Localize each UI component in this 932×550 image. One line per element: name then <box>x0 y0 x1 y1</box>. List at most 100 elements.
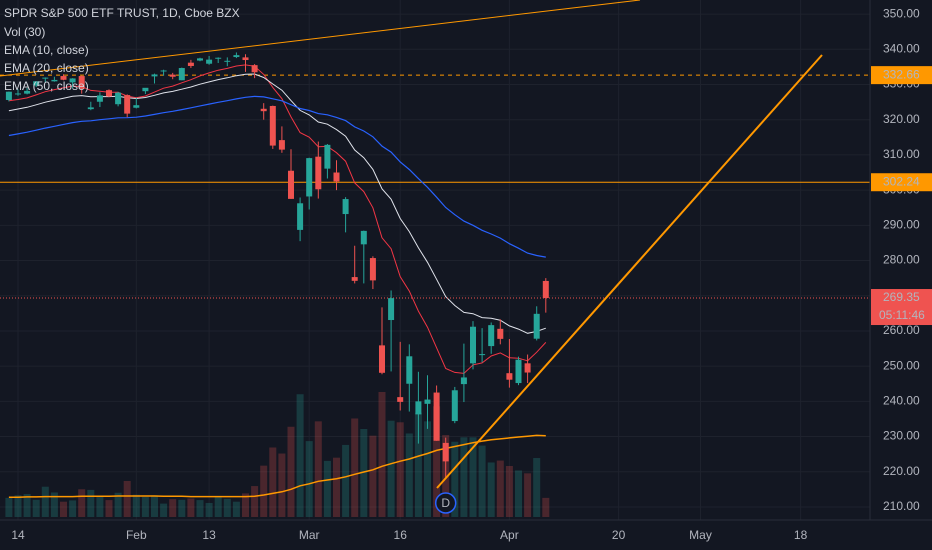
x-tick-label: Mar <box>299 528 320 542</box>
volume-bar <box>278 453 286 517</box>
volume-bar <box>50 492 58 517</box>
legend: SPDR S&P 500 ETF TRUST, 1D, Cboe BZX Vol… <box>4 6 240 93</box>
x-tick-label: 14 <box>11 528 25 542</box>
price-level-box <box>871 66 932 85</box>
volume-bar <box>187 498 195 517</box>
volume-bar <box>496 460 504 517</box>
candle-body <box>315 156 322 190</box>
volume-bar <box>160 503 168 517</box>
volume-bar <box>433 406 441 517</box>
candle-body <box>242 57 249 61</box>
symbol-title: SPDR S&P 500 ETF TRUST, 1D, Cboe BZX <box>4 6 240 20</box>
volume-bar <box>269 447 277 517</box>
candle-body <box>515 359 522 384</box>
volume-bar <box>132 494 140 517</box>
volume-bar <box>287 426 295 517</box>
y-tick-label: 350.00 <box>883 6 920 20</box>
price-level-box <box>871 173 932 192</box>
candle-body <box>115 92 122 105</box>
candle-body <box>433 392 440 441</box>
volume-bar <box>114 492 122 517</box>
y-tick-label: 260.00 <box>883 323 920 337</box>
candle-body <box>133 105 140 108</box>
x-tick-label: Feb <box>126 528 147 542</box>
last-price-label: 269.35 <box>883 290 920 304</box>
candle-body <box>187 62 194 66</box>
volume-bar <box>451 441 459 517</box>
candle-body <box>60 76 67 80</box>
y-tick-label: 210.00 <box>883 499 920 513</box>
volume-bar <box>5 497 13 517</box>
volume-bar <box>214 496 222 517</box>
volume-bar <box>460 437 468 517</box>
ema-legend: EMA (10, close) <box>4 43 89 57</box>
price-level-label: 332.66 <box>883 67 920 81</box>
trend-line <box>0 0 641 77</box>
candle-body <box>224 60 231 62</box>
candle-body <box>87 107 94 110</box>
candle-body <box>96 95 103 102</box>
volume-bar <box>505 465 513 517</box>
volume-bar <box>23 494 31 517</box>
candle-body <box>460 377 467 385</box>
trend-line <box>436 54 823 489</box>
volume-bar <box>14 495 22 517</box>
x-tick-label: May <box>689 528 712 542</box>
ema-legend: EMA (20, close) <box>4 61 89 75</box>
volume-bar <box>387 420 395 517</box>
candle-body <box>297 203 304 230</box>
ema-line <box>8 95 546 258</box>
candle-body <box>233 55 240 58</box>
candle-body <box>78 76 85 89</box>
y-tick-label: 320.00 <box>883 112 920 126</box>
candle-body <box>442 442 449 462</box>
candle-body <box>260 108 267 112</box>
candle-body <box>542 280 549 299</box>
volume-bar <box>333 457 340 517</box>
candle-body <box>151 74 158 77</box>
volume-bar <box>533 458 541 517</box>
volume-bar <box>378 392 386 517</box>
volume-bar <box>342 444 350 517</box>
candle-body <box>388 298 395 321</box>
candle-body <box>5 91 12 100</box>
volume-bar <box>96 496 104 517</box>
ema-line <box>8 64 547 374</box>
candle-body <box>24 90 31 94</box>
candle-body <box>324 144 331 169</box>
candle-body <box>497 328 504 339</box>
volume-bar <box>69 500 77 517</box>
volume-bar <box>323 460 331 517</box>
candle-body <box>288 170 294 199</box>
volume-bar <box>141 496 149 517</box>
volume-bar <box>405 433 413 517</box>
volume-bar <box>32 499 40 517</box>
grid <box>0 0 870 520</box>
candle-body <box>42 77 49 79</box>
volume-bar <box>151 495 158 517</box>
volume-bar <box>414 412 422 517</box>
ema-legend: EMA (50, close) <box>4 79 89 93</box>
x-tick-label: Apr <box>500 528 519 542</box>
candle-body <box>124 95 131 114</box>
candle-body <box>51 79 58 82</box>
x-tick-label: 18 <box>794 528 808 542</box>
volume-bar <box>169 499 177 517</box>
y-tick-label: 230.00 <box>883 429 920 443</box>
volume-bar <box>87 489 95 517</box>
volume-bar <box>178 499 186 517</box>
x-tick-label: 13 <box>202 528 216 542</box>
volume-bar <box>78 489 86 517</box>
volume-bar <box>205 502 213 517</box>
y-tick-label: 220.00 <box>883 464 920 478</box>
candle-body <box>533 313 540 339</box>
candle-body <box>306 158 313 197</box>
volume-bar <box>41 486 49 517</box>
volume-bar <box>360 428 368 517</box>
candle-body <box>424 399 431 404</box>
volume-bar <box>305 441 313 517</box>
volume-bar <box>478 445 486 517</box>
candle-body <box>397 397 404 402</box>
